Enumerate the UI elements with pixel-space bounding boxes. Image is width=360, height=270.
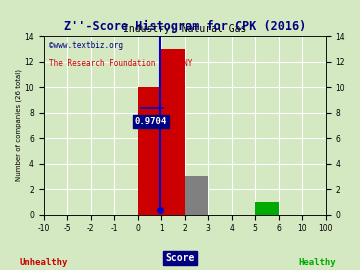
Title: Z''-Score Histogram for CPK (2016): Z''-Score Histogram for CPK (2016) (63, 21, 306, 33)
Text: Score: Score (165, 253, 195, 263)
Text: Industry: Natural Gas: Industry: Natural Gas (123, 24, 246, 34)
Bar (161, 49, 185, 215)
Bar (138, 87, 161, 215)
Bar (185, 176, 208, 215)
Text: Unhealthy: Unhealthy (19, 258, 67, 267)
Y-axis label: Number of companies (26 total): Number of companies (26 total) (15, 69, 22, 181)
Bar (255, 202, 279, 215)
Text: ©www.textbiz.org: ©www.textbiz.org (49, 41, 123, 50)
Text: 0.9704: 0.9704 (134, 117, 167, 126)
Text: Healthy: Healthy (298, 258, 336, 267)
Text: The Research Foundation of SUNY: The Research Foundation of SUNY (49, 59, 193, 68)
